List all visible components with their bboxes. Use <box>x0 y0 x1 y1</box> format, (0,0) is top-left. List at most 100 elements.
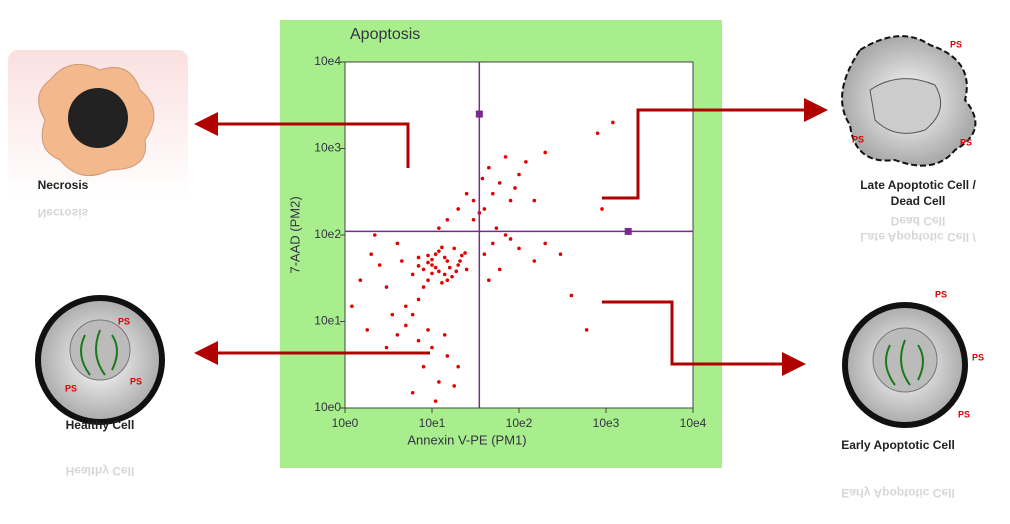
ps-label: PS <box>950 39 962 49</box>
point <box>532 259 537 263</box>
y-tick-label: 10e3 <box>314 141 341 155</box>
point <box>452 246 457 251</box>
point <box>426 328 430 332</box>
point <box>471 217 476 222</box>
point <box>491 191 495 196</box>
point <box>416 338 421 343</box>
x-tick-label: 10e3 <box>593 416 620 430</box>
point <box>600 207 604 211</box>
dna <box>885 339 924 386</box>
point <box>433 265 438 270</box>
point <box>584 328 589 332</box>
point <box>404 323 408 328</box>
point <box>454 269 459 274</box>
point <box>426 253 430 258</box>
gate-handle <box>624 227 632 235</box>
chart-title: Apoptosis <box>350 26 420 43</box>
point <box>440 281 444 285</box>
point <box>480 176 485 181</box>
plot-area <box>344 61 694 409</box>
healthy-reflection: Healthy Cell <box>66 464 135 478</box>
point <box>487 278 491 283</box>
y-tick-label: 10e2 <box>314 227 341 241</box>
point <box>464 191 469 196</box>
point <box>508 198 513 203</box>
point <box>384 345 389 350</box>
point <box>416 297 421 302</box>
late-label-line: Dead Cell <box>891 194 946 208</box>
point <box>503 155 508 159</box>
ps-label: PS <box>960 137 972 147</box>
point <box>558 252 563 256</box>
point <box>611 120 615 125</box>
point <box>524 160 528 164</box>
point <box>513 186 517 190</box>
point <box>517 172 521 177</box>
point <box>442 272 447 277</box>
point <box>437 269 441 274</box>
point <box>369 252 373 256</box>
point <box>421 285 426 289</box>
arrow <box>602 98 828 200</box>
point <box>437 249 441 253</box>
x-tick-label: 10e2 <box>506 416 533 430</box>
dna <box>80 329 118 376</box>
point <box>430 345 434 350</box>
x-tick-label: 10e1 <box>419 416 446 430</box>
point <box>440 245 444 250</box>
ps-label: PS <box>118 316 130 326</box>
gate-handle <box>475 110 483 118</box>
point <box>532 198 537 203</box>
ps-label: PS <box>130 376 142 386</box>
point <box>358 278 363 283</box>
early-nucleus <box>872 327 938 393</box>
point <box>395 333 400 337</box>
arrow <box>194 112 410 168</box>
point <box>400 259 404 263</box>
point <box>416 264 421 268</box>
late-label-line: Late Apoptotic Cell / <box>860 178 976 192</box>
point <box>595 131 600 136</box>
point <box>442 255 447 260</box>
point <box>395 241 400 246</box>
point <box>497 267 502 272</box>
point <box>569 293 574 298</box>
x-axis-label: Annexin V-PE (PM1) <box>407 432 526 447</box>
point <box>494 226 499 230</box>
point <box>384 285 389 289</box>
point <box>426 278 430 283</box>
point <box>350 304 354 309</box>
point <box>543 241 547 246</box>
y-tick-label: 10e1 <box>314 314 341 328</box>
point <box>458 259 462 263</box>
late-reflection: Dead Cell <box>891 214 946 228</box>
healthy-label: Healthy Cell <box>66 418 135 432</box>
point <box>426 260 430 265</box>
point <box>459 253 464 258</box>
point <box>421 267 426 272</box>
point <box>447 265 452 270</box>
y-axis-label: 7-AAD (PM2) <box>287 196 302 273</box>
ps-label: PS <box>958 409 970 419</box>
point <box>450 274 454 279</box>
point <box>445 259 450 263</box>
point <box>365 328 370 332</box>
point <box>433 399 438 403</box>
ps-label: PS <box>972 352 984 362</box>
point <box>482 252 487 256</box>
y-tick-label: 10e0 <box>314 400 341 414</box>
point <box>482 207 487 211</box>
point <box>456 364 460 369</box>
point <box>456 263 460 267</box>
point <box>503 233 508 237</box>
necrosis-nucleus <box>68 88 128 148</box>
y-tick-label: 10e4 <box>314 54 341 68</box>
point <box>404 304 408 309</box>
ps-label: PS <box>65 383 77 393</box>
point <box>442 333 447 337</box>
point <box>471 198 476 203</box>
x-tick-label: 10e0 <box>332 416 359 430</box>
early-label: Early Apoptotic Cell <box>841 438 955 452</box>
point <box>437 226 441 230</box>
